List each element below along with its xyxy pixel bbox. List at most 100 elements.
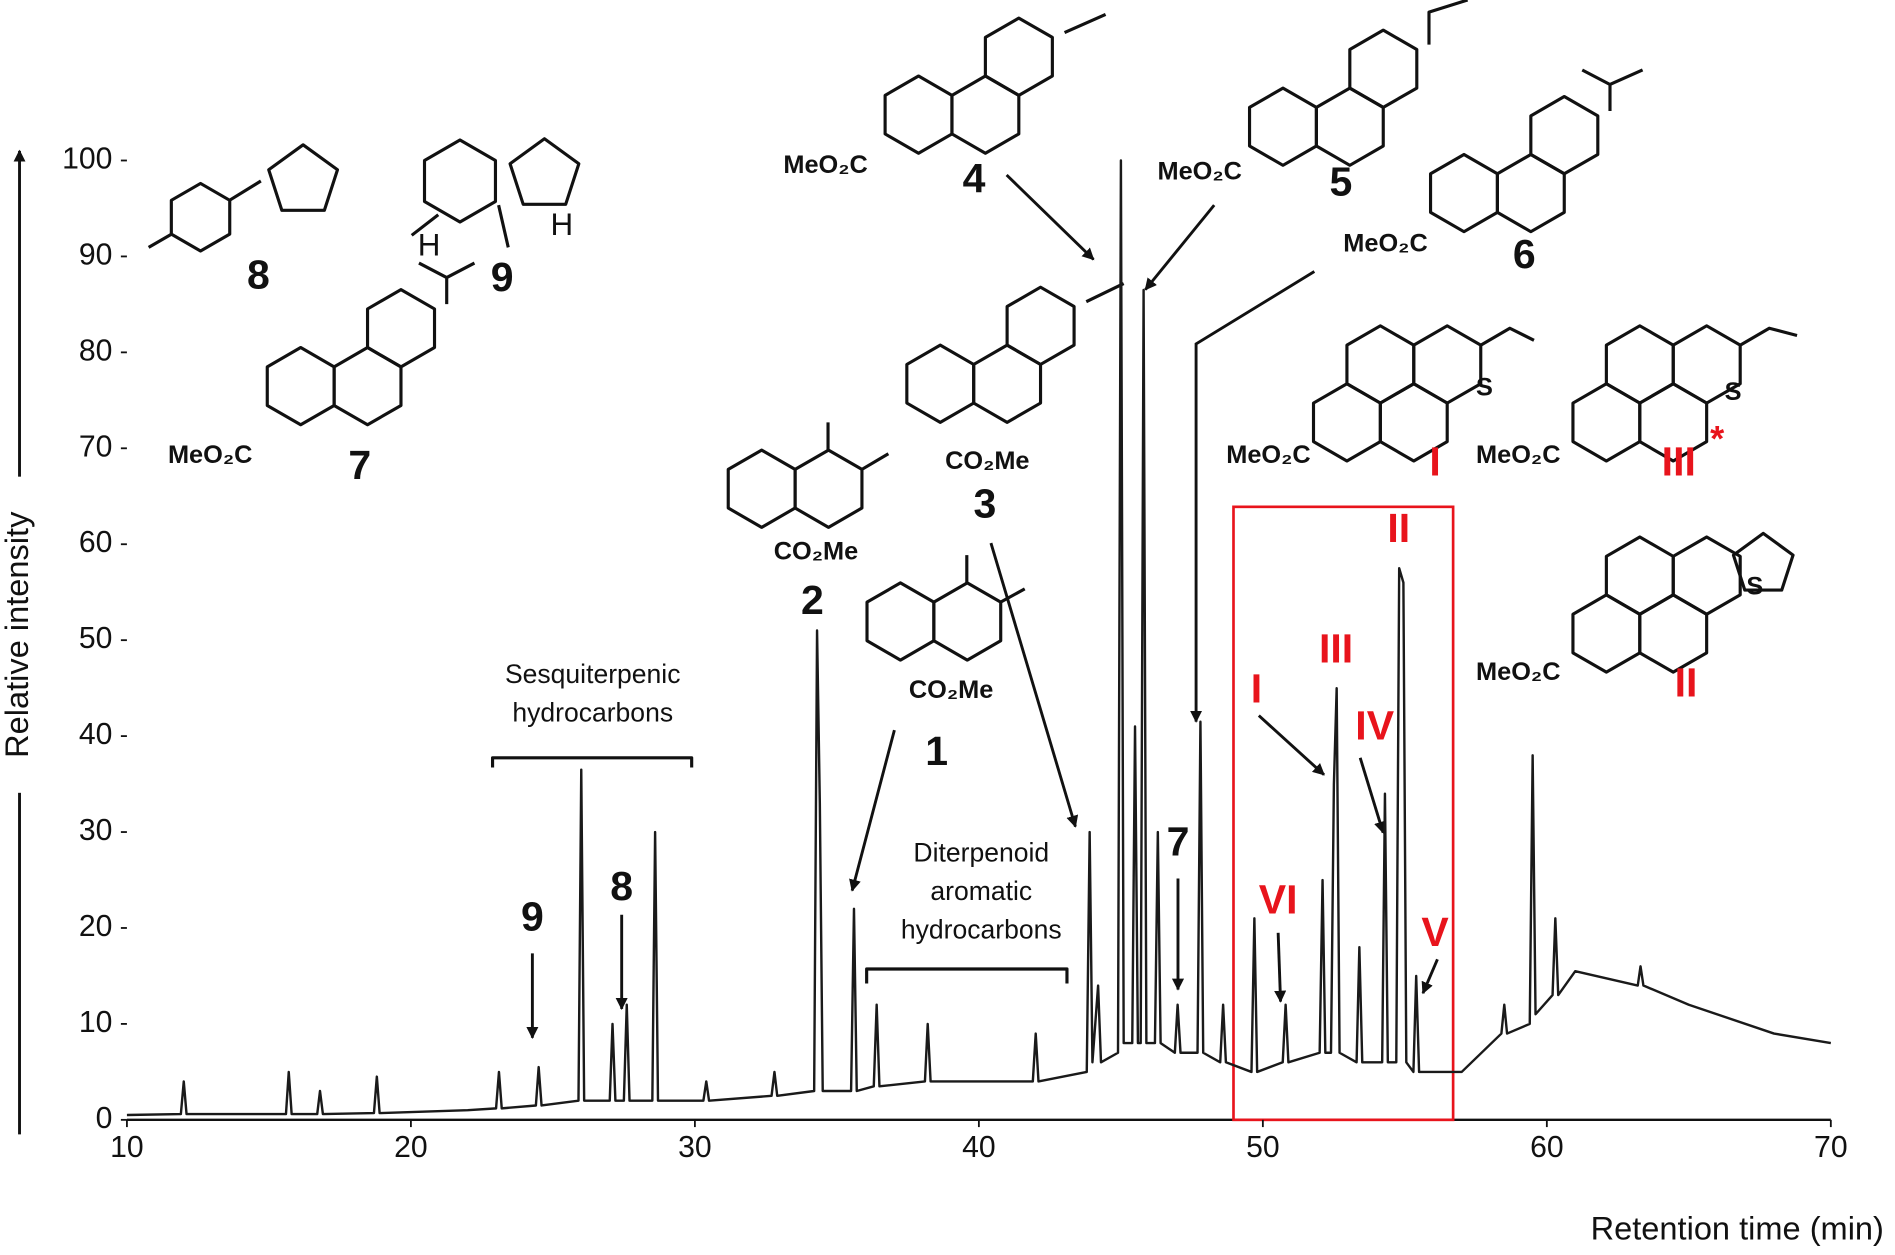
peak-label: 9 [521, 893, 544, 939]
y-tick-label: 50 [79, 622, 113, 655]
structure-label: 4 [963, 155, 986, 201]
structure-label: 2 [801, 577, 824, 623]
x-tick-label: 60 [1530, 1131, 1564, 1164]
peak-label: I [1251, 665, 1262, 711]
ring [726, 448, 797, 529]
structure-label: 3 [974, 481, 997, 527]
peak-label: III [1319, 625, 1353, 671]
ring [1638, 593, 1709, 674]
bond [418, 261, 476, 305]
y-tick-label: 60 [79, 526, 113, 559]
ring [422, 138, 498, 224]
bond [1427, 0, 1469, 45]
group-label: Sesquiterpenic [505, 659, 681, 689]
structures [147, 0, 1798, 674]
structure-text: S [1746, 572, 1763, 600]
ring [365, 288, 437, 369]
bond [410, 204, 510, 248]
ring [865, 581, 936, 662]
group-label: aromatic [930, 876, 1032, 906]
x-tick-label: 30 [678, 1131, 712, 1164]
y-tick-label: 20 [79, 910, 113, 943]
ring [1378, 382, 1449, 463]
structure-text: H [550, 207, 573, 242]
bond [147, 179, 262, 249]
x-axis-title: Retention time (min) [1591, 1210, 1884, 1246]
y-tick-label: 40 [79, 718, 113, 751]
structure-label: 8 [247, 251, 270, 297]
ring [1311, 382, 1382, 463]
group-label: hydrocarbons [901, 915, 1062, 945]
ring [905, 343, 976, 424]
ring [983, 16, 1054, 97]
ring [1348, 28, 1419, 109]
peak-label: V [1421, 909, 1449, 955]
structure-text: MeO₂C [1157, 157, 1241, 185]
ring [332, 345, 403, 427]
ring [972, 343, 1043, 424]
bond [1480, 326, 1535, 347]
structure-label: III [1662, 438, 1696, 484]
bond [1063, 13, 1107, 35]
arrow [1257, 714, 1325, 776]
arrow [1421, 958, 1439, 995]
peak-label: VI [1259, 876, 1298, 922]
ring [1495, 152, 1566, 234]
ring [932, 581, 1003, 662]
arrow [1274, 932, 1287, 1003]
y-tick-label: 0 [96, 1102, 113, 1135]
ring [267, 143, 340, 212]
ring [1731, 531, 1795, 592]
bond [1581, 68, 1644, 112]
ring [1247, 86, 1318, 167]
ring [950, 74, 1021, 155]
peak-label: IV [1355, 703, 1394, 749]
y-tick-label: 90 [79, 238, 113, 271]
ring [1604, 324, 1675, 405]
structure-text: MeO₂C [1476, 441, 1560, 469]
arrow [1358, 757, 1386, 834]
group-label: Diterpenoid [913, 837, 1049, 867]
highlight-box [1232, 505, 1455, 1122]
y-tick-label: 80 [79, 334, 113, 367]
arrow [1190, 270, 1316, 723]
structure-label: 5 [1329, 158, 1352, 204]
x-tick-label: 70 [1814, 1131, 1848, 1164]
ring [1671, 535, 1742, 616]
x-tick-label: 50 [1246, 1131, 1280, 1164]
structure-text: * [1710, 418, 1725, 459]
structure-label: I [1429, 438, 1440, 484]
ring [1529, 94, 1600, 176]
x-tick-label: 40 [962, 1131, 996, 1164]
ring [1571, 382, 1642, 463]
ring [508, 137, 581, 206]
structure-text: S [1476, 373, 1493, 401]
bond [826, 422, 890, 471]
structure-text: CO₂Me [909, 676, 993, 704]
ring [1428, 152, 1499, 234]
bracket [490, 756, 694, 768]
bond [1085, 282, 1125, 304]
structure-text: MeO₂C [1476, 658, 1560, 686]
structure-label: 9 [491, 254, 514, 300]
arrow [1005, 173, 1095, 261]
y-tick-label: 10 [79, 1006, 113, 1039]
bracket [865, 967, 1069, 984]
structure-text: MeO₂C [783, 151, 867, 179]
ring [1345, 324, 1416, 405]
group-label: hydrocarbons [512, 697, 673, 727]
y-axis-title: Relative intensity [0, 511, 35, 758]
x-tick-label: 10 [110, 1131, 144, 1164]
ring [883, 74, 954, 155]
ring [1604, 535, 1675, 616]
y-tick-label: 30 [79, 814, 113, 847]
ring [1638, 382, 1709, 463]
arrow [849, 729, 896, 892]
structure-text: MeO₂C [1226, 441, 1310, 469]
structure-label: 6 [1513, 231, 1536, 277]
structure-text: S [1725, 378, 1742, 406]
bond [1739, 326, 1798, 347]
structure-text: H [418, 228, 441, 263]
